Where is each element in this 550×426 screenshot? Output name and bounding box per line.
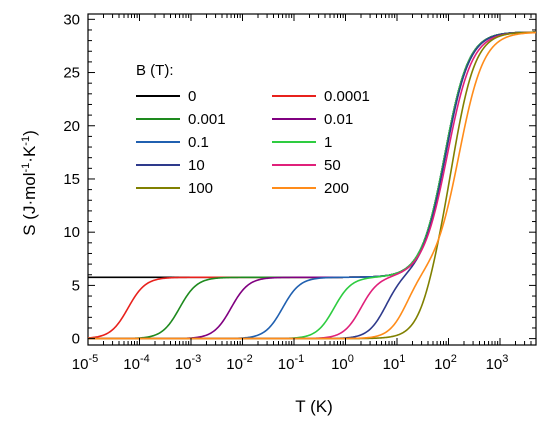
legend-label-50: 50 xyxy=(324,157,341,174)
plot-border xyxy=(87,13,537,346)
y-tick-label: 15 xyxy=(63,171,80,188)
y-tick-label: 20 xyxy=(63,118,80,135)
x-tick-label: 103 xyxy=(486,353,509,373)
y-tick-label: 0 xyxy=(72,331,80,348)
y-axis-label-end: ) xyxy=(20,130,39,136)
y-axis-label-mid: ·K xyxy=(20,145,39,163)
x-tick-label: 10-1 xyxy=(278,353,304,373)
x-tick-label: 10-4 xyxy=(123,353,149,373)
y-axis-label-sup2: -1 xyxy=(20,136,32,146)
y-tick-label: 30 xyxy=(63,11,80,28)
y-tick-label: 5 xyxy=(72,277,80,294)
legend-label-0.01: 0.01 xyxy=(324,111,353,128)
legend-label-10: 10 xyxy=(188,157,205,174)
legend: B (T): 0 0.0001 0.001 0.01 0.1 1 10 50 100 200 xyxy=(136,62,370,197)
legend-label-0.0001: 0.0001 xyxy=(324,88,370,105)
plot-frame xyxy=(87,13,537,346)
legend-label-0: 0 xyxy=(188,88,196,105)
y-axis-ticks xyxy=(88,18,536,340)
y-tick-label: 25 xyxy=(63,65,80,82)
legend-label-0.1: 0.1 xyxy=(188,134,209,151)
x-tick-label: 10-5 xyxy=(72,353,98,373)
x-tick-label: 102 xyxy=(434,353,457,373)
legend-label-1: 1 xyxy=(324,134,332,151)
legend-label-100: 100 xyxy=(188,180,213,197)
x-tick-label: 100 xyxy=(331,353,354,373)
x-axis-ticks xyxy=(87,14,537,345)
y-axis-label: S (J·mol-1·K-1) xyxy=(20,130,39,236)
y-axis-tick-labels: 0 5 10 15 20 25 30 xyxy=(63,11,80,347)
x-axis-label: T (K) xyxy=(295,397,332,416)
x-tick-label: 10-2 xyxy=(226,353,252,373)
y-axis-label-base: S (J·mol xyxy=(20,172,39,235)
legend-label-0.001: 0.001 xyxy=(188,111,226,128)
x-tick-label: 101 xyxy=(383,353,406,373)
legend-title: B (T): xyxy=(136,62,174,79)
y-tick-label: 10 xyxy=(63,224,80,241)
series-line-200 xyxy=(88,31,537,340)
legend-label-200: 200 xyxy=(324,180,349,197)
x-axis-tick-labels: 10-5 10-4 10-3 10-2 10-1 100 101 102 103 xyxy=(72,353,509,373)
curves xyxy=(87,31,537,340)
x-tick-label: 10-3 xyxy=(175,353,201,373)
y-axis-label-sup1: -1 xyxy=(20,163,32,173)
